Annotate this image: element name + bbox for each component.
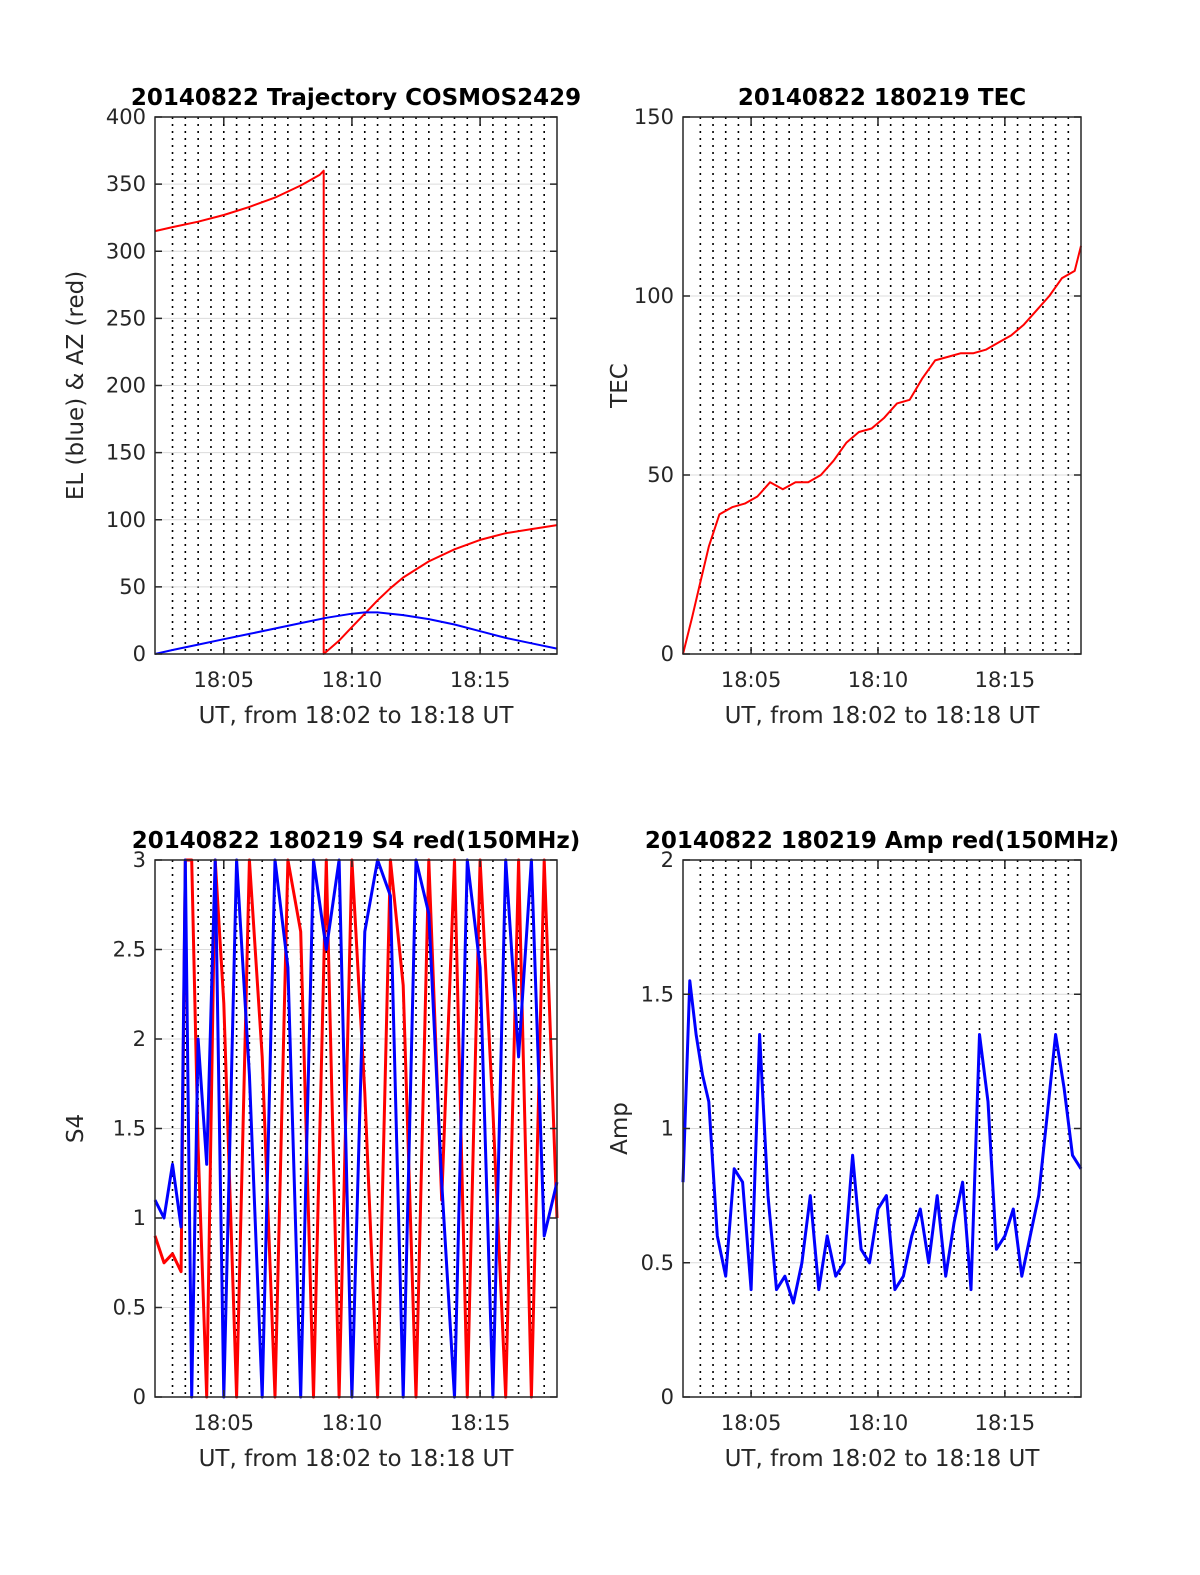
trajectory-ytick-label: 100: [106, 508, 146, 532]
s4-xtick-label: 18:10: [322, 1411, 383, 1435]
tec-panel: UT, from 18:02 to 18:18 UT TEC 0 50 100 150…: [607, 85, 1082, 729]
amp-xlabel: UT, from 18:02 to 18:18 UT: [725, 1446, 1041, 1472]
trajectory-xtick-label: 18:10: [322, 668, 383, 692]
amp-xtick-label: 18:15: [975, 1411, 1036, 1435]
amp-title: 20140822 180219 Amp red(150MHz): [645, 828, 1119, 854]
s4-ylabel: S4: [63, 1114, 89, 1143]
tec-xlabel: UT, from 18:02 to 18:18 UT: [725, 703, 1041, 729]
trajectory-ytick-label: 350: [106, 172, 146, 196]
tec-title: 20140822 180219 TEC: [738, 85, 1026, 111]
tec-series-0-line: [682, 245, 1082, 655]
amp-panel: UT, from 18:02 to 18:18 UT Amp 0 0.5 1 1.5 2…: [607, 828, 1119, 1472]
amp-ytick-label: 1: [661, 1117, 674, 1141]
s4-ytick-label: 1.5: [113, 1117, 146, 1141]
tec-ytick-label: 150: [634, 105, 674, 129]
amp-ytick-label: 0.5: [641, 1251, 674, 1275]
trajectory-series-0-line: [154, 169, 558, 655]
trajectory-ytick-label: 200: [106, 374, 146, 398]
s4-ytick-label: 0.5: [113, 1296, 146, 1320]
s4-xlabel: UT, from 18:02 to 18:18 UT: [199, 1446, 515, 1472]
s4-ytick-label: 2: [133, 1027, 146, 1051]
trajectory-ytick-label: 0: [133, 642, 146, 666]
tec-plot-area: [683, 117, 1081, 654]
amp-ytick-label: 1.5: [641, 982, 674, 1006]
s4-series-1-line: [153, 858, 559, 1399]
trajectory-xlabel: UT, from 18:02 to 18:18 UT: [199, 703, 515, 729]
s4-ytick-label: 3: [133, 848, 146, 872]
amp-xtick-label: 18:05: [721, 1411, 782, 1435]
trajectory-xtick-label: 18:15: [450, 668, 511, 692]
tec-xtick-label: 18:10: [848, 668, 909, 692]
amp-ylabel: Amp: [607, 1102, 633, 1155]
tec-ytick-label: 50: [647, 463, 674, 487]
s4-ytick-label: 0: [133, 1385, 146, 1409]
s4-ytick-label: 1: [133, 1206, 146, 1230]
amp-ytick-label: 0: [661, 1385, 674, 1409]
amp-series-0-line: [681, 979, 1083, 1305]
trajectory-series-1-line: [154, 611, 558, 655]
tec-xtick-label: 18:15: [975, 668, 1036, 692]
trajectory-ylabel: EL (blue) & AZ (red): [63, 271, 89, 500]
trajectory-ytick-label: 250: [106, 306, 146, 330]
trajectory-ytick-label: 150: [106, 441, 146, 465]
trajectory-ytick-label: 50: [119, 575, 146, 599]
trajectory-ytick-label: 300: [106, 239, 146, 263]
tec-xtick-label: 18:05: [721, 668, 782, 692]
s4-ytick-label: 2.5: [113, 938, 146, 962]
s4-xtick-label: 18:15: [450, 1411, 511, 1435]
tec-axes-box: [682, 116, 1082, 655]
amp-ytick-label: 2: [661, 848, 674, 872]
tec-ylabel: TEC: [607, 363, 633, 409]
tec-ytick-label: 100: [634, 284, 674, 308]
amp-xtick-label: 18:10: [848, 1411, 909, 1435]
trajectory-xtick-label: 18:05: [194, 668, 255, 692]
trajectory-title: 20140822 Trajectory COSMOS2429: [131, 85, 581, 111]
s4-xtick-label: 18:05: [194, 1411, 255, 1435]
s4-panel: UT, from 18:02 to 18:18 UT S4 0 0.5 1 1.5 2 2…: [63, 828, 580, 1472]
trajectory-panel: UT, from 18:02 to 18:18 UT EL (blue) & A…: [63, 85, 581, 729]
s4-title: 20140822 180219 S4 red(150MHz): [132, 828, 581, 854]
trajectory-ytick-label: 400: [106, 105, 146, 129]
tec-ytick-label: 0: [661, 642, 674, 666]
